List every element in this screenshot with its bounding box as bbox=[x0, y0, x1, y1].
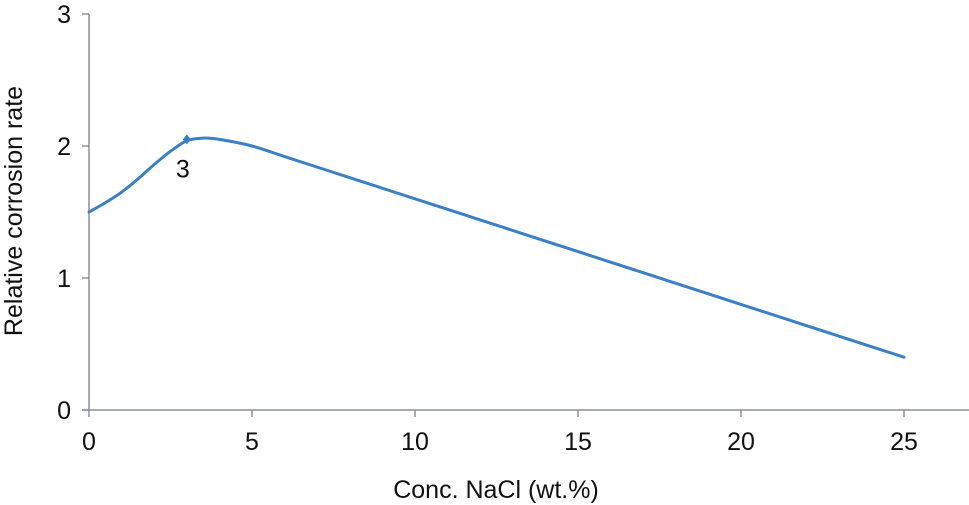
x-tick-label: 20 bbox=[727, 428, 755, 456]
annotations: 3 bbox=[176, 134, 191, 183]
series bbox=[87, 136, 906, 359]
y-tick-label: 0 bbox=[57, 397, 71, 425]
x-tick-label: 10 bbox=[401, 428, 429, 456]
data-line bbox=[87, 136, 906, 359]
annotation-label: 3 bbox=[176, 155, 190, 183]
x-tick-label: 0 bbox=[82, 428, 96, 456]
axes bbox=[82, 14, 969, 411]
y-tick-label: 1 bbox=[57, 265, 71, 293]
y-tick-label: 2 bbox=[57, 133, 71, 161]
x-tick-label: 25 bbox=[890, 428, 918, 456]
x-tick-label: 15 bbox=[564, 428, 592, 456]
diamond-marker bbox=[182, 134, 191, 145]
ticks: 0 1 2 3 0 5 10 15 20 25 bbox=[57, 1, 918, 456]
y-axis-title: Relative corrosion rate bbox=[0, 86, 28, 336]
x-axis-title: Conc. NaCl (wt.%) bbox=[393, 476, 599, 504]
y-tick-label: 3 bbox=[57, 1, 71, 29]
x-tick-label: 5 bbox=[245, 428, 259, 456]
